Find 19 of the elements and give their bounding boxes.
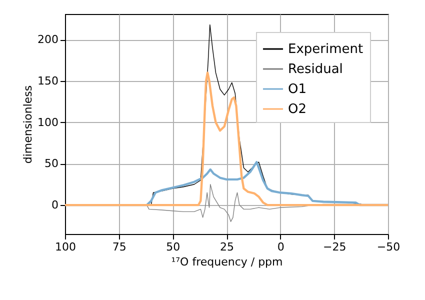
- y-tick-label: 0: [52, 198, 58, 212]
- x-tick-label: 0: [277, 240, 284, 254]
- y-tick-label: 100: [38, 116, 58, 129]
- legend-label: O1: [288, 82, 307, 97]
- x-tick-label: 25: [220, 240, 234, 254]
- legend-label: Experiment: [288, 42, 364, 57]
- y-axis-title: dimensionless: [22, 85, 35, 164]
- y-tick-label: 200: [38, 33, 58, 46]
- y-tick-label: 150: [38, 74, 58, 88]
- x-tick-label: 50: [166, 240, 180, 254]
- x-axis-title: ¹⁷O frequency / ppm: [171, 256, 283, 268]
- legend-label: O2: [288, 102, 307, 117]
- legend-label: Residual: [288, 62, 343, 77]
- line-series: [65, 72, 388, 206]
- x-tick-label: −50: [376, 240, 400, 254]
- x-tick-label: 75: [112, 240, 126, 254]
- x-tick-label: 100: [55, 240, 76, 254]
- x-tick-label: −25: [323, 240, 346, 254]
- y-tick-label: 50: [44, 157, 58, 170]
